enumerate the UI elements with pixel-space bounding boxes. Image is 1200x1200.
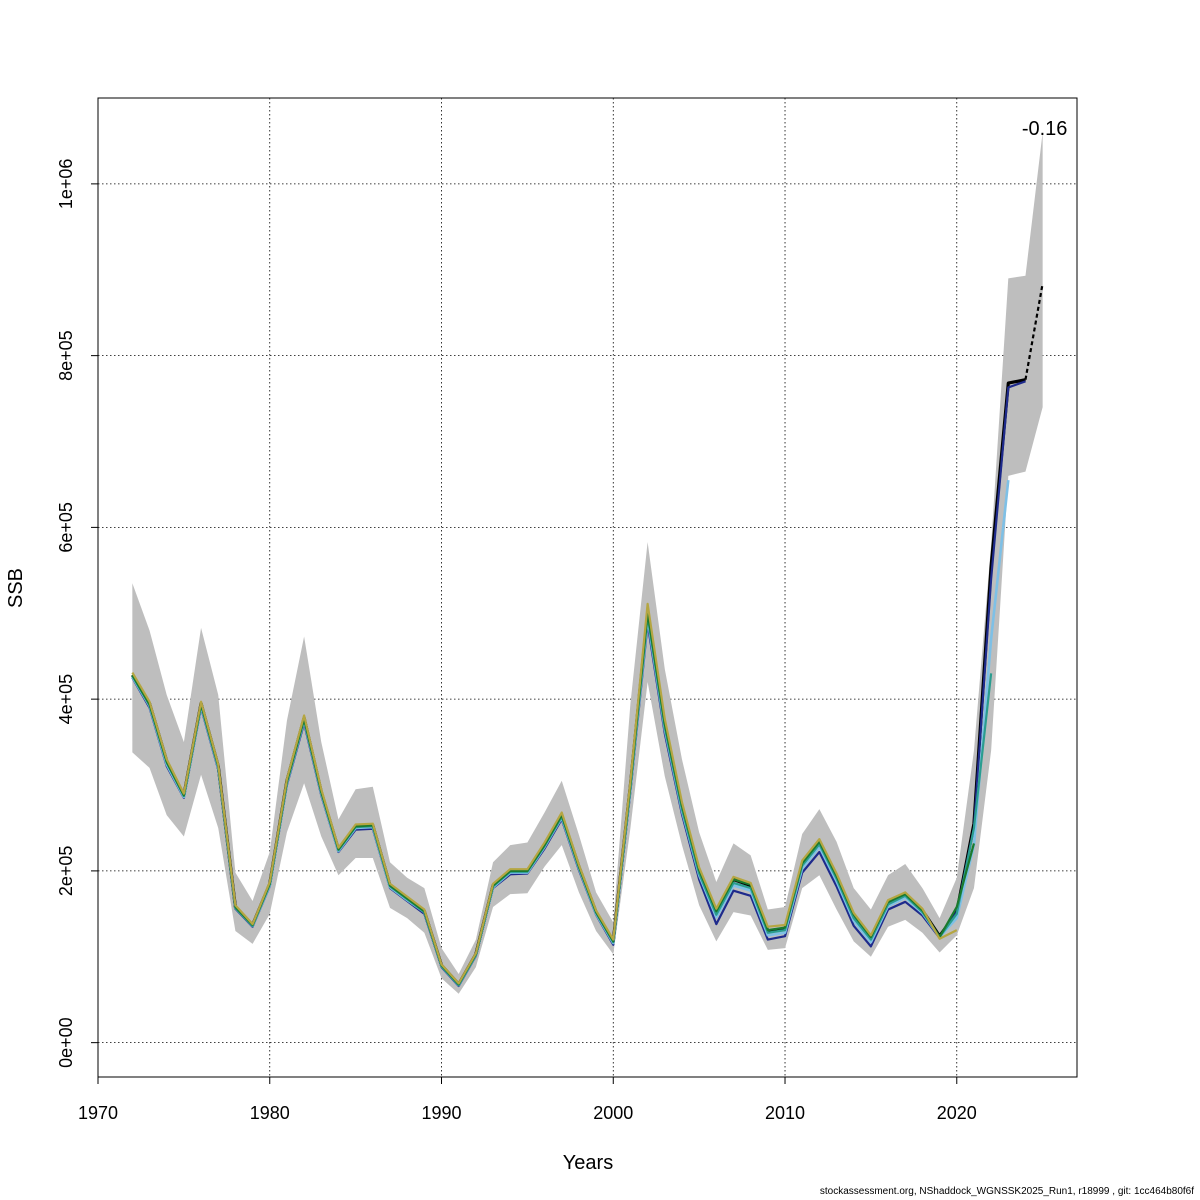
x-tick-label-1: 1980 [250,1103,290,1123]
y-tick-label-1: 2e+05 [56,846,76,897]
x-tick-label-3: 2000 [593,1103,633,1123]
y-tick-label-4: 8e+05 [56,330,76,381]
y-tick-label-0: 0e+00 [56,1017,76,1068]
ssb-confidence-band [132,132,1043,994]
final-value-annotation: -0.16 [1022,118,1068,140]
x-axis: 1970 1980 1990 2000 2010 2020 [78,1076,977,1123]
y-tick-label-2: 4e+05 [56,674,76,725]
series-line-6 [131,602,958,985]
x-tick-label-5: 2020 [937,1103,977,1123]
x-tick-label-2: 1990 [421,1103,461,1123]
series-lines [130,283,1044,988]
x-axis-label: Years [563,1152,613,1174]
series-line-1 [1024,283,1044,380]
y-axis: 0e+00 2e+05 4e+05 6e+05 8e+05 1e+06 [56,159,99,1068]
y-axis-label: SSB [5,568,27,608]
x-tick-label-0: 1970 [78,1103,118,1123]
confidence-band [132,132,1043,994]
y-tick-label-5: 1e+06 [56,159,76,210]
footer-credit: stockassessment.org, NShaddock_WGNSSK202… [819,1186,1194,1197]
x-tick-label-4: 2010 [765,1103,805,1123]
y-tick-label-3: 6e+05 [56,502,76,553]
